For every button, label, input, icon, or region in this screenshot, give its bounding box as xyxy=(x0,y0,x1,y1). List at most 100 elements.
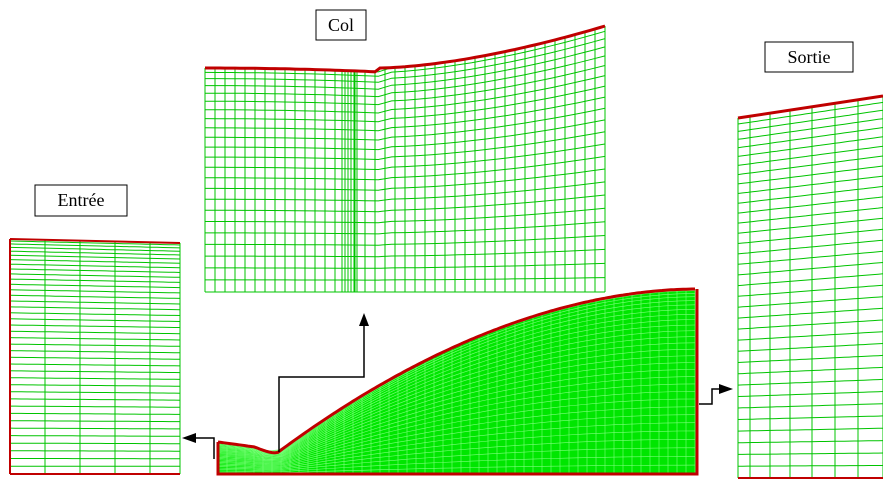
mesh-row-line xyxy=(9,263,181,269)
arrow-to-sortie xyxy=(699,384,733,405)
mesh-row-line xyxy=(217,304,696,454)
mesh-row-line xyxy=(217,422,696,469)
mesh-row-line xyxy=(737,217,883,234)
mesh-row-line xyxy=(217,330,696,457)
mesh-row-line xyxy=(737,403,883,409)
mesh-row-line xyxy=(217,464,696,474)
mesh-row-line xyxy=(217,456,695,473)
mesh-row-line xyxy=(217,391,696,465)
mesh-row-line xyxy=(9,268,181,273)
sortie-wall-line xyxy=(737,94,883,120)
mesh-row-line xyxy=(737,239,883,255)
mesh-row-line xyxy=(737,415,883,420)
mesh-row-line xyxy=(217,342,696,459)
mesh-row-line xyxy=(737,101,883,125)
mesh-row-line xyxy=(10,412,180,415)
nozzle-mesh-fill xyxy=(218,289,697,474)
mesh-row-line xyxy=(217,406,696,467)
mesh-row-line xyxy=(217,398,696,466)
mesh-row-line xyxy=(737,127,883,149)
mesh-row-line xyxy=(217,319,696,456)
mesh-row-line xyxy=(10,420,180,423)
mesh-row-line xyxy=(737,207,883,224)
entree-label: Entrée xyxy=(34,184,128,217)
mesh-row-line xyxy=(737,354,883,363)
mesh-row-line xyxy=(737,175,883,194)
mesh-row-line xyxy=(737,284,883,297)
nozzle-boundary xyxy=(216,289,699,476)
mesh-row-line xyxy=(9,427,180,430)
mesh-row-line xyxy=(9,273,181,278)
mesh-row-line xyxy=(9,283,181,289)
sortie-label-text: Sortie xyxy=(788,47,831,67)
sortie-mesh-panel xyxy=(737,94,883,479)
mesh-row-line xyxy=(737,145,883,166)
mesh-row-line xyxy=(217,369,696,462)
mesh-row-line xyxy=(738,440,883,444)
mesh-row-line xyxy=(9,289,181,294)
mesh-row-line xyxy=(737,273,883,287)
arrow-to-col xyxy=(278,313,369,452)
mesh-row-line xyxy=(737,366,883,375)
mesh-row-line xyxy=(9,363,181,367)
mesh-row-line xyxy=(217,314,696,455)
mesh-row-line xyxy=(217,439,696,471)
mesh-row-line xyxy=(217,348,696,459)
mesh-row-line xyxy=(9,356,181,360)
mesh-row-line xyxy=(737,391,883,397)
mesh-row-line xyxy=(9,350,180,354)
mesh-row-line xyxy=(217,362,696,461)
entree-wall-line xyxy=(9,238,181,244)
mesh-row-line xyxy=(9,243,181,249)
mesh-row-line xyxy=(217,309,696,455)
mesh-row-line xyxy=(737,319,883,330)
col-wall-line xyxy=(205,24,606,74)
mesh-row-line xyxy=(737,228,883,244)
mesh-row-line xyxy=(9,250,181,256)
mesh-row-line xyxy=(737,262,883,276)
mesh-row-line xyxy=(9,306,181,311)
mesh-row-line xyxy=(9,343,181,347)
mesh-row-line xyxy=(737,331,883,341)
mesh-row-line xyxy=(10,435,181,437)
mesh-row-line xyxy=(9,370,181,374)
mesh-row-line xyxy=(217,376,696,463)
mesh-row-line xyxy=(217,430,696,470)
mesh-row-line xyxy=(737,343,883,352)
mesh-row-line xyxy=(9,246,181,252)
mesh-row-line xyxy=(737,427,883,432)
nozzle-wall-line xyxy=(217,287,695,455)
mesh-row-line xyxy=(10,405,180,408)
entree-label-text: Entrée xyxy=(58,190,105,210)
mesh-row-line xyxy=(217,355,696,460)
mesh-row-line xyxy=(737,196,883,214)
mesh-row-line xyxy=(9,312,181,316)
mesh-row-line xyxy=(9,330,181,335)
entree-mesh-panel xyxy=(9,238,181,475)
sortie-label: Sortie xyxy=(764,41,854,73)
mesh-row-line xyxy=(9,300,181,305)
mesh-row-line xyxy=(738,465,883,467)
mesh-row-line xyxy=(9,254,181,260)
mesh-row-line xyxy=(10,442,180,445)
full-nozzle-mesh xyxy=(216,287,699,476)
mesh-row-line xyxy=(217,383,696,464)
mesh-row-line xyxy=(217,414,696,468)
mesh-row-line xyxy=(737,109,883,132)
mesh-row-line xyxy=(9,259,181,264)
mesh-row-line xyxy=(10,384,180,387)
mesh-row-line xyxy=(217,447,695,472)
mesh-row-line xyxy=(217,336,696,458)
mesh-row-line xyxy=(737,136,883,157)
mesh-row-line xyxy=(737,185,883,204)
mesh-row-line xyxy=(9,337,181,341)
mesh-row-line xyxy=(737,155,883,176)
mesh-row-line xyxy=(9,278,181,283)
arrow-to-entree xyxy=(182,433,215,459)
mesh-row-line xyxy=(9,318,181,322)
col-label-text: Col xyxy=(328,15,354,35)
mesh-row-line xyxy=(737,118,883,140)
col-label: Col xyxy=(315,9,367,41)
mesh-row-line xyxy=(9,240,181,246)
